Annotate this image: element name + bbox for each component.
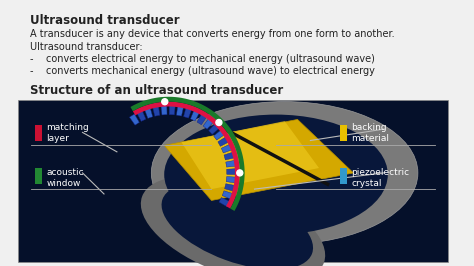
Polygon shape xyxy=(221,144,232,153)
Polygon shape xyxy=(226,177,237,183)
Ellipse shape xyxy=(164,115,388,234)
Polygon shape xyxy=(129,114,139,125)
Circle shape xyxy=(216,119,222,126)
Circle shape xyxy=(237,170,243,176)
Polygon shape xyxy=(219,198,230,207)
Bar xyxy=(35,168,42,184)
Text: -    converts electrical energy to mechanical energy (ultrasound wave): - converts electrical energy to mechanic… xyxy=(30,54,375,64)
Polygon shape xyxy=(137,110,146,121)
Polygon shape xyxy=(182,121,319,189)
Polygon shape xyxy=(176,106,183,116)
Text: backing
material: backing material xyxy=(352,123,390,143)
Text: piezoelectric
crystal: piezoelectric crystal xyxy=(352,168,410,188)
Polygon shape xyxy=(161,105,167,115)
Polygon shape xyxy=(224,152,235,160)
Polygon shape xyxy=(226,160,236,167)
Text: Ultrasound transducer:: Ultrasound transducer: xyxy=(30,42,143,52)
Polygon shape xyxy=(130,97,245,211)
Polygon shape xyxy=(197,114,207,125)
Polygon shape xyxy=(145,107,153,118)
Text: -    converts mechanical energy (ultrasound wave) to electrical energy: - converts mechanical energy (ultrasound… xyxy=(30,66,375,76)
Text: acoustic
window: acoustic window xyxy=(46,168,84,188)
Polygon shape xyxy=(214,130,225,140)
Ellipse shape xyxy=(141,176,325,266)
Polygon shape xyxy=(164,119,354,201)
Text: Ultrasound transducer: Ultrasound transducer xyxy=(30,14,180,27)
Polygon shape xyxy=(191,110,200,121)
Text: matching
layer: matching layer xyxy=(46,123,89,143)
Polygon shape xyxy=(209,124,219,134)
Text: Structure of an ultrasound transducer: Structure of an ultrasound transducer xyxy=(30,84,283,97)
Polygon shape xyxy=(153,106,160,116)
FancyBboxPatch shape xyxy=(18,100,448,262)
Polygon shape xyxy=(222,191,233,199)
Bar xyxy=(35,124,42,140)
Bar xyxy=(340,124,347,140)
Polygon shape xyxy=(218,137,229,146)
Text: A transducer is any device that converts energy from one form to another.: A transducer is any device that converts… xyxy=(30,29,395,39)
Polygon shape xyxy=(203,118,213,129)
Polygon shape xyxy=(183,107,192,118)
Polygon shape xyxy=(133,102,240,209)
Ellipse shape xyxy=(162,183,313,266)
Polygon shape xyxy=(227,169,237,174)
Bar xyxy=(340,168,347,184)
Polygon shape xyxy=(225,184,236,191)
Polygon shape xyxy=(169,105,175,115)
Circle shape xyxy=(162,99,168,105)
Ellipse shape xyxy=(151,102,418,244)
